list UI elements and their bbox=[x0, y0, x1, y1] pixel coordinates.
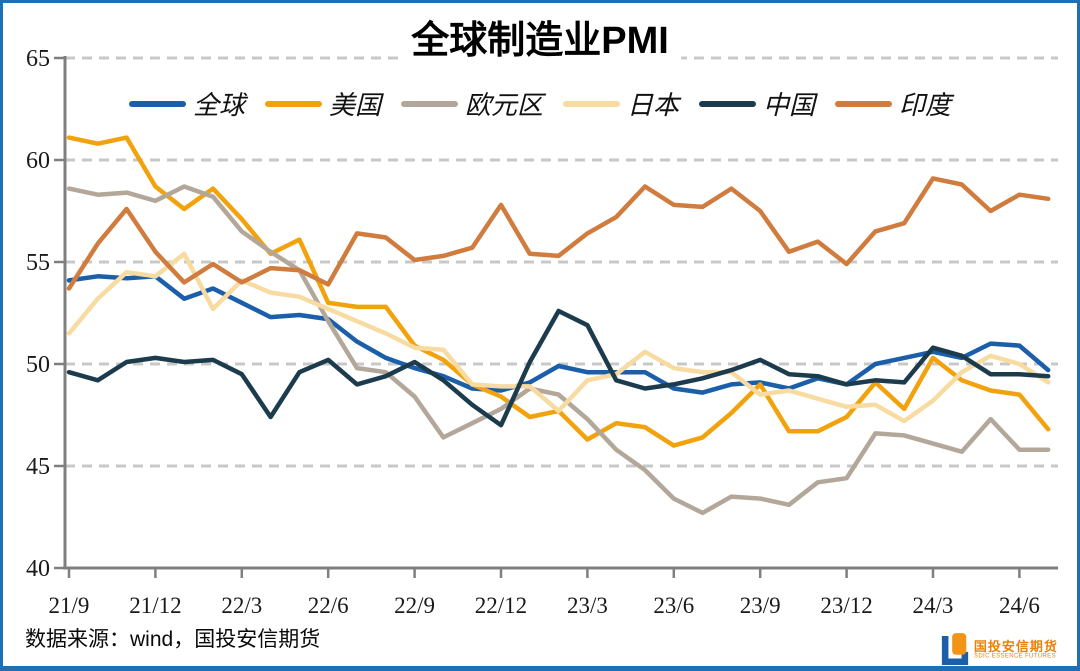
y-tick-label-65: 65 bbox=[26, 46, 50, 72]
y-tick-label-50: 50 bbox=[26, 352, 50, 378]
legend-item-美国: 美国 bbox=[264, 85, 381, 122]
logo-text: 国投安信期货 SDIC ESSENCE FUTURES bbox=[973, 638, 1069, 661]
legend-swatch-全球 bbox=[128, 100, 186, 107]
logo-mark-icon bbox=[941, 633, 968, 665]
legend-item-中国: 中国 bbox=[699, 85, 815, 122]
legend-label-美国: 美国 bbox=[328, 91, 381, 120]
series-line-全球 bbox=[66, 274, 1051, 395]
x-tick-label-22/6: 22/6 bbox=[308, 593, 349, 618]
legend-item-全球: 全球 bbox=[128, 85, 245, 122]
x-tick-label-23/9: 23/9 bbox=[740, 593, 781, 618]
series-line-印度 bbox=[66, 176, 1051, 291]
legend-label-日本: 日本 bbox=[627, 91, 680, 120]
legend-label-欧元区: 欧元区 bbox=[464, 91, 543, 120]
legend-swatch-欧元区 bbox=[400, 100, 458, 107]
logo-subtitle: SDIC ESSENCE FUTURES bbox=[973, 653, 1056, 660]
x-tick-label-24/6: 24/6 bbox=[999, 593, 1040, 618]
legend-swatch-中国 bbox=[699, 100, 757, 107]
x-tick-label-22/9: 22/9 bbox=[394, 593, 435, 618]
chart-title: 全球制造业PMI bbox=[399, 9, 681, 64]
y-tick-label-55: 55 bbox=[26, 250, 50, 276]
legend: 全球 美国 欧元区 日本 中国 印度 bbox=[3, 85, 1077, 122]
x-tick-label-23/12: 23/12 bbox=[820, 593, 872, 618]
legend-label-全球: 全球 bbox=[192, 91, 245, 120]
legend-swatch-印度 bbox=[835, 100, 893, 107]
x-tick-label-22/12: 22/12 bbox=[475, 593, 527, 618]
logo-name: 国投安信期货 bbox=[973, 638, 1058, 654]
legend-item-日本: 日本 bbox=[563, 85, 679, 122]
x-tick-label-23/3: 23/3 bbox=[567, 593, 608, 618]
x-tick-label-22/3: 22/3 bbox=[221, 593, 262, 618]
x-tick-label-23/6: 23/6 bbox=[653, 593, 694, 618]
legend-label-中国: 中国 bbox=[763, 91, 816, 120]
y-tick-label-40: 40 bbox=[26, 556, 50, 582]
series-line-日本 bbox=[66, 251, 1051, 424]
series-line-欧元区 bbox=[66, 184, 1051, 516]
pmi-line-chart: 65 60 55 50 45 40 21/9 21/12 22/3 22/6 22/9 22/12 23… bbox=[26, 46, 1058, 618]
data-source-caption: 数据来源：wind，国投安信期货 bbox=[25, 628, 321, 651]
y-tick-label-60: 60 bbox=[26, 148, 50, 174]
x-tick-label-24/3: 24/3 bbox=[913, 593, 954, 618]
y-tick-label-45: 45 bbox=[26, 454, 50, 480]
x-tick-label-21/9: 21/9 bbox=[49, 593, 90, 618]
legend-swatch-美国 bbox=[264, 100, 322, 107]
legend-item-欧元区: 欧元区 bbox=[400, 85, 543, 122]
brand-logo: 国投安信期货 SDIC ESSENCE FUTURES bbox=[940, 633, 1069, 666]
legend-label-印度: 印度 bbox=[899, 91, 952, 120]
legend-swatch-日本 bbox=[563, 100, 620, 107]
x-tick-label-21/12: 21/12 bbox=[129, 593, 181, 618]
series-line-中国 bbox=[66, 308, 1051, 428]
legend-item-印度: 印度 bbox=[835, 85, 951, 122]
